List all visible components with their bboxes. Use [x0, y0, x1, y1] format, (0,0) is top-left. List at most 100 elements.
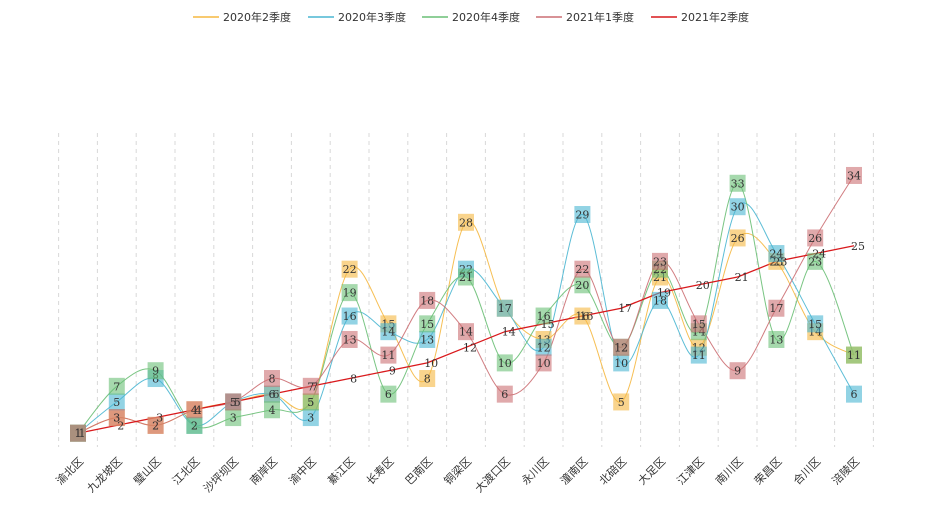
x-tick-label: 铜梁区: [441, 454, 474, 487]
x-tick-label: 江北区: [170, 455, 203, 488]
data-label-box: [729, 198, 746, 216]
data-label-box: [846, 385, 862, 403]
data-label-box: [419, 291, 436, 309]
legend: 2020年2季度 2020年3季度 2020年4季度 2021年1季度 2021年2季度: [193, 10, 749, 24]
data-label: 17: [498, 302, 512, 315]
data-label-box: [108, 409, 125, 427]
data-label: 24: [812, 248, 826, 261]
data-label: 15: [808, 318, 822, 331]
data-label-box: [574, 276, 591, 294]
data-label-box: [341, 284, 358, 302]
data-label-box: [613, 393, 630, 411]
data-label-box: [807, 252, 824, 270]
data-label-box: [419, 330, 436, 348]
x-tick-label: 潼南区: [557, 454, 590, 487]
data-label: 23: [773, 255, 787, 268]
data-label: 30: [731, 201, 745, 214]
data-label: 17: [769, 302, 783, 315]
data-label: 6: [385, 388, 392, 401]
data-label: 34: [847, 169, 861, 182]
data-label: 9: [734, 365, 741, 378]
x-tick-label: 巴南区: [403, 455, 436, 488]
data-label: 4: [269, 404, 276, 417]
data-label: 22: [575, 263, 589, 276]
data-label: 16: [579, 310, 593, 323]
data-label-box: [341, 260, 358, 278]
data-label: 21: [459, 271, 473, 284]
data-label: 18: [653, 294, 667, 307]
data-label-box: [846, 346, 862, 364]
data-label: 11: [692, 349, 706, 362]
data-label-box: [807, 315, 824, 333]
data-label-box: [846, 166, 862, 184]
x-tick-label: 江津区: [674, 455, 707, 488]
data-label: 14: [381, 326, 395, 339]
x-tick-label: 荣昌区: [752, 455, 785, 488]
data-label: 28: [459, 216, 473, 229]
data-label: 2: [191, 419, 198, 432]
data-label: 15: [692, 318, 706, 331]
data-label-box: [690, 346, 707, 364]
data-label: 16: [343, 310, 357, 323]
data-label-box: [535, 338, 552, 356]
data-label: 20: [696, 279, 710, 292]
data-label: 12: [614, 341, 628, 354]
x-tick-label: 永川区: [518, 454, 551, 487]
legend-item: 2020年2季度: [193, 10, 291, 24]
data-label-box: [108, 393, 125, 411]
data-label-box: [768, 330, 785, 348]
data-label: 8: [350, 373, 357, 386]
data-label: 15: [420, 318, 434, 331]
data-label: 3: [156, 412, 163, 425]
data-label: 9: [389, 365, 396, 378]
data-label: 11: [381, 349, 395, 362]
data-label-box: [613, 354, 630, 372]
legend-label: 2020年3季度: [338, 10, 406, 24]
data-label: 19: [343, 287, 357, 300]
x-tick-label: 涪陵区: [829, 454, 862, 487]
data-label: 7: [113, 380, 120, 393]
data-label: 11: [847, 349, 861, 362]
data-label-box: [70, 424, 86, 442]
data-label-box: [574, 260, 591, 278]
data-label-box: [729, 174, 746, 192]
data-label: 29: [575, 209, 589, 222]
data-label: 18: [420, 294, 434, 307]
legend-label: 2020年4季度: [452, 10, 520, 24]
data-label: 13: [343, 333, 357, 346]
data-label: 21: [735, 271, 749, 284]
legend-item: 2021年1季度: [536, 10, 634, 24]
data-label-box: [341, 330, 358, 348]
x-axis-labels: 渝北区九龙坡区 璧山区 江北区沙坪坝区 南岸区 渝中区 綦江区 长寿区 巴南区 铜梁区大渡口区永…: [53, 454, 862, 495]
data-label: 5: [113, 396, 120, 409]
x-tick-label: 渝北区: [53, 454, 86, 487]
data-label: 8: [424, 373, 431, 386]
data-label: 22: [343, 263, 357, 276]
data-label: 10: [498, 357, 512, 370]
data-label: 7: [307, 380, 314, 393]
legend-item: 2020年3季度: [308, 10, 406, 24]
data-label: 3: [230, 412, 237, 425]
data-label-box: [729, 229, 746, 247]
data-label-box: [225, 393, 242, 411]
data-label: 17: [618, 302, 632, 315]
data-label: 6: [273, 388, 280, 401]
data-label: 1: [75, 427, 82, 440]
data-label: 4: [191, 404, 198, 417]
legend-label: 2021年2季度: [681, 10, 749, 24]
data-label-box: [768, 245, 785, 263]
data-label-box: [147, 416, 164, 434]
data-label: 15: [541, 318, 555, 331]
data-label: 2: [152, 419, 159, 432]
data-label-box: [574, 206, 591, 224]
data-label: 5: [307, 396, 314, 409]
x-tick-label: 南岸区: [248, 455, 281, 488]
data-label: 19: [657, 287, 671, 300]
data-label-box: [807, 229, 824, 247]
x-tick-label: 綦江区: [325, 455, 358, 488]
data-label-box: [496, 354, 513, 372]
data-label: 5: [230, 396, 237, 409]
data-label-box: [496, 385, 513, 403]
data-label: 23: [808, 255, 822, 268]
data-label-box: [574, 307, 591, 325]
